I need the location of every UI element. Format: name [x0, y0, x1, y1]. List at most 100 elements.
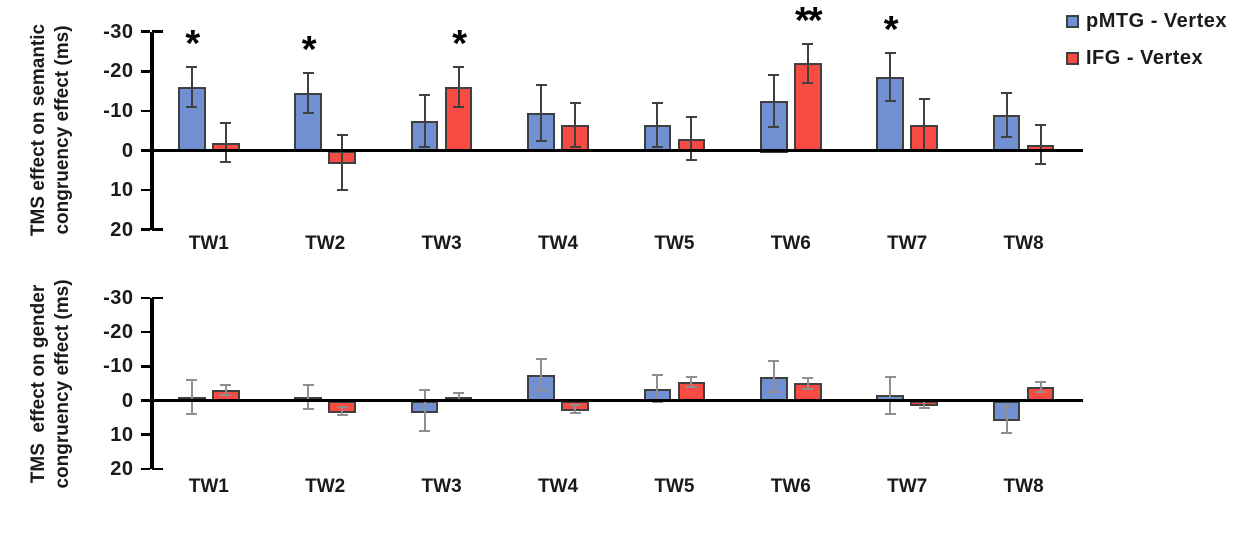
error-bar-cap: [336, 133, 348, 136]
error-bar-cap: [535, 389, 547, 392]
y-tick-mark: [140, 433, 150, 437]
y-tick-label: -20: [103, 60, 134, 83]
significance-asterisk: *: [883, 9, 899, 52]
y-tick-mark: [140, 109, 150, 113]
error-bar-cap: [453, 66, 465, 69]
error-bar-cap: [1001, 431, 1013, 434]
significance-asterisk: *: [452, 23, 467, 66]
y-tick-mark: [140, 149, 150, 152]
y-tick-mark: [140, 364, 150, 368]
error-bar-cap: [768, 74, 780, 77]
y-tick-mark: [140, 188, 150, 192]
x-tick-label: TW6: [770, 476, 811, 497]
error-bar-cap: [302, 72, 314, 75]
error-bar-cap: [685, 375, 697, 378]
error-bar-cap: [802, 387, 814, 390]
error-bar-cap: [884, 375, 896, 378]
error-bar-whisker: [690, 376, 693, 387]
error-bar-cap: [685, 159, 697, 162]
y-tick-mark: [140, 30, 150, 34]
y-axis-end-tick: [151, 296, 163, 300]
error-bar-whisker: [889, 376, 892, 415]
error-bar-cap: [569, 145, 581, 148]
error-bar-whisker: [1039, 381, 1042, 392]
error-bar-cap: [302, 408, 314, 411]
error-bar-whisker: [190, 379, 193, 415]
error-bar-whisker: [423, 390, 426, 432]
y-axis-end-tick: [151, 467, 163, 471]
y-tick-label: -10: [103, 355, 134, 378]
error-bar-whisker: [224, 385, 227, 396]
legend-color-swatch-icon: [1066, 52, 1079, 65]
error-bar-whisker: [423, 95, 426, 147]
error-bar-whisker: [341, 406, 344, 415]
error-bar-cap: [419, 389, 431, 392]
x-tick-label: TW4: [537, 476, 579, 497]
error-bar-cap: [1001, 135, 1013, 138]
error-bar-cap: [535, 358, 547, 361]
error-bar-whisker: [540, 359, 542, 391]
error-bar-cap: [651, 101, 663, 104]
error-bar-whisker: [806, 378, 809, 389]
error-bar-cap: [336, 189, 348, 192]
error-bar-whisker: [224, 122, 227, 163]
x-tick-label: TW3: [421, 476, 462, 497]
error-bar-whisker: [772, 361, 775, 392]
y-tick-label: 10: [110, 423, 134, 446]
significance-asterisk: **: [795, 0, 823, 42]
error-bar-whisker: [574, 404, 576, 414]
error-bar-cap: [918, 98, 930, 101]
legend-label: pMTG - Vertex: [1086, 10, 1227, 32]
error-bar-whisker: [190, 67, 193, 107]
x-tick-label: TW8: [1003, 476, 1044, 497]
error-bar-cap: [336, 413, 348, 416]
y-tick-label: -30: [103, 20, 134, 43]
error-bar-cap: [802, 377, 814, 380]
error-bar-cap: [569, 101, 581, 104]
y-axis-end-tick: [151, 30, 163, 34]
error-bar-whisker: [923, 99, 926, 151]
error-bar-cap: [336, 405, 348, 408]
error-bar-cap: [768, 390, 780, 393]
error-bar-cap: [569, 412, 581, 415]
error-bar-cap: [419, 430, 431, 433]
error-bar-whisker: [540, 85, 542, 141]
x-axis-line: [150, 149, 1083, 152]
error-bar-cap: [802, 42, 814, 45]
error-bar-cap: [1035, 123, 1047, 126]
error-bar-cap: [419, 94, 431, 97]
significance-asterisk: *: [185, 23, 200, 66]
error-bar-cap: [884, 413, 896, 416]
x-tick-label: TW2: [305, 476, 346, 497]
legend-item: pMTG - Vertex: [1066, 10, 1227, 33]
error-bar-whisker: [457, 67, 460, 107]
y-tick-label: 10: [110, 179, 134, 202]
y-tick-label: 0: [121, 389, 134, 412]
error-bar-whisker: [806, 43, 809, 84]
error-bar-whisker: [656, 102, 659, 147]
legend-item: IFG - Vertex: [1066, 47, 1203, 70]
x-tick-label: TW4: [537, 233, 579, 254]
error-bar-whisker: [1005, 93, 1008, 137]
legend-color-swatch-icon: [1066, 15, 1079, 28]
error-bar-cap: [918, 407, 930, 410]
x-tick-label: TW3: [421, 233, 462, 254]
error-bar-cap: [453, 105, 465, 108]
error-bar-cap: [186, 66, 198, 69]
y-axis-title: TMS effect on gender congruency effect (m…: [27, 244, 75, 524]
y-axis-title-line: TMS effect on gender: [28, 284, 49, 484]
y-tick-mark: [140, 399, 150, 402]
error-bar-cap: [1035, 163, 1047, 166]
error-bar-whisker: [923, 399, 926, 409]
error-bar-whisker: [1005, 405, 1008, 433]
x-tick-label: TW5: [654, 233, 695, 254]
y-axis-end-tick: [151, 228, 163, 232]
error-bar-whisker: [457, 392, 460, 402]
x-tick-label: TW1: [188, 476, 229, 497]
x-tick-label: TW7: [887, 233, 928, 254]
y-tick-label: -10: [103, 99, 134, 122]
y-tick-label: 20: [110, 218, 134, 241]
error-bar-cap: [419, 145, 431, 148]
error-bar-cap: [651, 401, 663, 404]
error-bar-cap: [186, 105, 198, 108]
